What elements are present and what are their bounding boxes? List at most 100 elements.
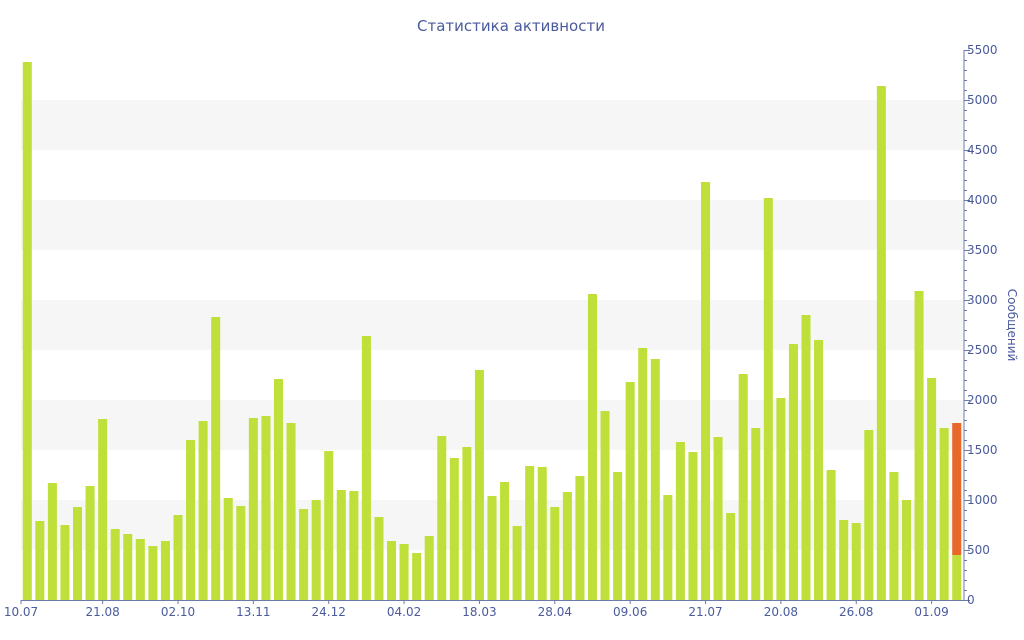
bar[interactable] bbox=[248, 418, 258, 600]
y-tick-label: 5500 bbox=[967, 43, 998, 57]
bar[interactable] bbox=[914, 291, 924, 600]
bar[interactable] bbox=[650, 359, 660, 600]
x-tick-label: 28.04 bbox=[538, 605, 572, 619]
bar[interactable] bbox=[525, 466, 535, 600]
bar[interactable] bbox=[349, 491, 359, 600]
bar[interactable] bbox=[374, 517, 384, 600]
bar[interactable] bbox=[412, 553, 422, 600]
x-tick-label: 09.06 bbox=[613, 605, 647, 619]
bar[interactable] bbox=[22, 62, 32, 600]
bar[interactable] bbox=[72, 507, 83, 600]
bar[interactable] bbox=[500, 482, 510, 600]
bar-segment[interactable] bbox=[952, 555, 962, 600]
bar[interactable] bbox=[700, 182, 711, 600]
bar[interactable] bbox=[173, 515, 183, 600]
bar[interactable] bbox=[864, 430, 874, 600]
x-tick-label: 21.08 bbox=[85, 605, 119, 619]
bar[interactable] bbox=[35, 521, 45, 600]
x-axis: 10.07 21.08 02.10 13.11 24.12 04.02 18.03 28.04… bbox=[4, 600, 964, 619]
y-tick-label: 1500 bbox=[967, 443, 998, 457]
bar[interactable] bbox=[688, 452, 698, 600]
bar-segment[interactable] bbox=[952, 423, 962, 555]
bar[interactable] bbox=[512, 526, 522, 600]
bar[interactable] bbox=[638, 348, 648, 600]
bar[interactable] bbox=[273, 379, 284, 600]
bar[interactable] bbox=[386, 541, 397, 600]
x-tick-label: 13.11 bbox=[236, 605, 270, 619]
x-tick-label: 04.02 bbox=[387, 605, 421, 619]
bar[interactable] bbox=[462, 447, 472, 600]
bar[interactable] bbox=[738, 374, 748, 600]
bar[interactable] bbox=[788, 344, 798, 600]
bar[interactable] bbox=[726, 513, 736, 600]
bar[interactable] bbox=[160, 541, 170, 600]
y-tick-label: 0 bbox=[967, 593, 975, 607]
bar[interactable] bbox=[600, 411, 610, 600]
y-tick-label: 3000 bbox=[967, 293, 998, 307]
bar[interactable] bbox=[901, 500, 912, 600]
bar[interactable] bbox=[186, 440, 196, 600]
bar[interactable] bbox=[625, 382, 635, 600]
bar[interactable] bbox=[889, 472, 899, 600]
bar[interactable] bbox=[211, 317, 221, 600]
bar[interactable] bbox=[663, 495, 673, 600]
y-axis-title: Сообщений bbox=[1005, 289, 1019, 362]
y-tick-label: 4000 bbox=[967, 193, 998, 207]
bar[interactable] bbox=[123, 534, 133, 600]
bar[interactable] bbox=[223, 498, 233, 600]
bar[interactable] bbox=[776, 398, 786, 600]
bar[interactable] bbox=[839, 520, 849, 600]
bar[interactable] bbox=[927, 378, 937, 600]
x-tick-label: 02.10 bbox=[161, 605, 195, 619]
bar[interactable] bbox=[751, 428, 761, 600]
bar[interactable] bbox=[424, 536, 434, 600]
bar[interactable] bbox=[562, 492, 572, 600]
bar[interactable] bbox=[537, 467, 547, 600]
bar[interactable] bbox=[675, 442, 685, 600]
bar[interactable] bbox=[437, 436, 447, 600]
bar[interactable] bbox=[814, 340, 824, 600]
bar[interactable] bbox=[713, 437, 723, 600]
bar[interactable] bbox=[763, 198, 773, 600]
bar[interactable] bbox=[110, 529, 120, 600]
bar[interactable] bbox=[826, 470, 836, 600]
bar[interactable] bbox=[851, 523, 861, 600]
bar[interactable] bbox=[474, 370, 484, 600]
grid-band bbox=[21, 100, 963, 150]
bar[interactable] bbox=[449, 458, 459, 600]
bar[interactable] bbox=[336, 490, 346, 600]
bar[interactable] bbox=[60, 525, 70, 600]
bar[interactable] bbox=[613, 472, 623, 600]
bar[interactable] bbox=[587, 294, 598, 600]
bar[interactable] bbox=[236, 506, 246, 600]
bar[interactable] bbox=[939, 428, 949, 600]
bar[interactable] bbox=[487, 496, 497, 600]
bar[interactable] bbox=[148, 546, 158, 600]
y-tick-label: 500 bbox=[967, 543, 990, 557]
y-tick-label: 2500 bbox=[967, 343, 998, 357]
x-tick-label: 01.09 bbox=[914, 605, 948, 619]
x-tick-label: 24.12 bbox=[312, 605, 346, 619]
bar[interactable] bbox=[98, 419, 108, 600]
bar[interactable] bbox=[261, 416, 271, 600]
bar[interactable] bbox=[876, 86, 886, 600]
bar[interactable] bbox=[361, 336, 371, 600]
x-tick-label: 21.07 bbox=[688, 605, 722, 619]
bar[interactable] bbox=[801, 315, 811, 600]
bar[interactable] bbox=[550, 507, 560, 600]
bar[interactable] bbox=[399, 544, 409, 600]
bar[interactable] bbox=[198, 421, 208, 600]
bar[interactable] bbox=[311, 500, 321, 600]
x-tick-label: 18.03 bbox=[462, 605, 496, 619]
bars-group bbox=[22, 62, 962, 600]
bar[interactable] bbox=[47, 483, 57, 600]
bar[interactable] bbox=[85, 486, 95, 600]
bar[interactable] bbox=[286, 423, 296, 600]
bar[interactable] bbox=[299, 509, 309, 600]
y-tick-label: 1000 bbox=[967, 493, 998, 507]
bar[interactable] bbox=[575, 476, 585, 600]
y-axis: 0 500 1000 1500 2000 2500 3000 3500 4000 4500 5000… bbox=[963, 43, 998, 607]
bar[interactable] bbox=[324, 451, 334, 600]
bar[interactable] bbox=[135, 539, 145, 600]
